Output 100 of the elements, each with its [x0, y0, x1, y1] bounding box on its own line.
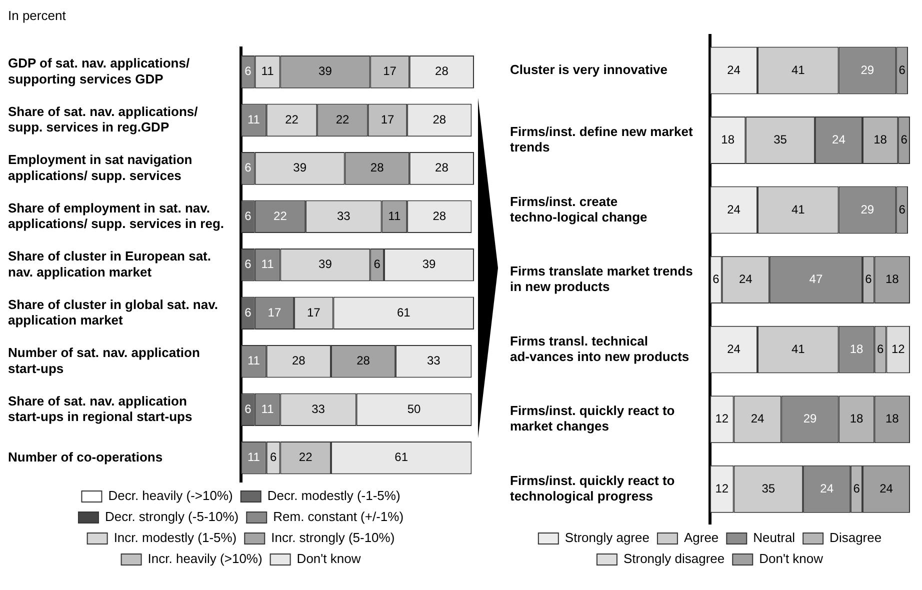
data-label: 22: [298, 450, 313, 464]
data-label: 6: [853, 481, 860, 496]
data-label: 24: [820, 481, 834, 496]
data-label: 41: [791, 62, 806, 77]
data-label: 12: [891, 342, 906, 356]
data-label: 6: [865, 272, 872, 286]
data-label: 6: [900, 132, 908, 147]
data-label: 12: [715, 481, 729, 496]
data-label: 12: [715, 412, 729, 426]
data-label: 6: [898, 202, 906, 216]
data-label: 18: [850, 412, 864, 426]
y-tick-label: Number of sat. nav. application start-ups: [8, 345, 200, 376]
legend-label: Agree: [684, 530, 719, 546]
data-label: 33: [426, 354, 441, 368]
legend-label: Rem. constant (+/-1%): [273, 509, 404, 524]
data-label: 6: [712, 272, 720, 286]
data-label: 39: [293, 160, 307, 175]
data-label: 17: [383, 64, 397, 78]
data-label: 24: [832, 132, 846, 147]
data-label: 6: [244, 305, 252, 320]
y-tick-label: Cluster is very innovative: [510, 62, 668, 78]
data-label: 41: [791, 202, 806, 216]
data-label: 28: [292, 354, 306, 368]
y-tick-label: Firms transl. technical ad-vances into new products: [510, 333, 690, 364]
data-label: 17: [268, 305, 282, 320]
data-label: 35: [762, 481, 776, 496]
data-label: 6: [374, 257, 381, 272]
data-label: 29: [803, 412, 817, 426]
data-label: 39: [318, 257, 332, 272]
y-tick-label: Firms/inst. create techno-logical change: [510, 194, 648, 224]
data-label: 22: [274, 208, 288, 223]
data-label: 61: [396, 305, 411, 320]
y-tick-label: Number of co-operations: [8, 449, 163, 464]
data-label: 39: [318, 64, 332, 78]
data-label: 24: [727, 202, 741, 216]
data-label: 28: [432, 112, 446, 126]
data-label: 18: [721, 132, 735, 147]
legend-label: Incr. strongly (5-10%): [271, 530, 395, 546]
data-label: 22: [336, 112, 350, 126]
data-label: 11: [261, 257, 274, 272]
y-tick-label: Firms/inst. quickly react to market changes: [510, 403, 675, 434]
data-label: 11: [388, 208, 401, 223]
data-label: 18: [886, 412, 900, 426]
data-label: 6: [244, 257, 252, 272]
data-label: 24: [750, 412, 765, 426]
y-tick-label: Employment in sat navigation applications/ supp. services: [8, 152, 192, 183]
data-label: 17: [306, 305, 321, 320]
data-label: 24: [727, 342, 741, 356]
legend-label: Decr. strongly (-5-10%): [104, 509, 239, 524]
legend-label: Don't know: [296, 551, 362, 566]
data-label: 41: [791, 342, 806, 356]
data-label: 6: [876, 342, 884, 356]
data-label: 11: [261, 64, 274, 78]
data-label: 18: [850, 342, 864, 356]
data-label: 24: [738, 272, 753, 286]
data-label: 18: [886, 272, 900, 286]
data-label: 29: [860, 62, 874, 77]
data-label: 28: [435, 160, 449, 175]
data-label: 39: [422, 257, 436, 272]
y-tick-label: GDP of sat. nav. applications/ supporting services GDP: [8, 56, 190, 86]
text: In percent: [8, 8, 67, 25]
data-label: 33: [336, 208, 351, 223]
y-tick-label: Share of employment in sat. nav. applications/ supp. services in reg.: [8, 200, 224, 232]
legend-label: Decr. heavily (->10%): [108, 488, 233, 504]
data-label: 22: [285, 112, 299, 126]
data-label: 11: [247, 112, 260, 126]
y-tick-label: Share of sat. nav. applications/ supp. services in reg.GDP: [8, 104, 198, 135]
legend-label: Neutral: [753, 530, 796, 546]
data-label: 28: [432, 208, 446, 223]
data-label: 6: [898, 62, 906, 77]
data-label: 50: [407, 402, 422, 416]
data-label: 11: [261, 402, 274, 416]
y-tick-label: Share of cluster in global sat. nav. application market: [8, 296, 218, 328]
legend-label: Incr. modestly (1-5%): [114, 530, 237, 546]
data-label: 35: [774, 132, 788, 147]
y-tick-label: Firms/inst. quickly react to technological progress: [510, 472, 675, 504]
data-label: 6: [244, 160, 252, 175]
legend-label: Incr. heavily (>10%): [148, 551, 262, 566]
legend-label: Don't know: [759, 551, 824, 566]
data-label: 24: [727, 62, 741, 77]
data-label: 6: [244, 64, 252, 78]
legend-label: Strongly agree: [564, 530, 650, 546]
y-tick-label: Firms translate market trends in new products: [510, 264, 693, 294]
data-label: 17: [380, 112, 394, 126]
y-tick-label: Firms/inst. define new market trends: [510, 124, 694, 155]
data-label: 47: [809, 272, 823, 286]
legend-label: Decr. modestly (-1-5%): [267, 488, 400, 504]
data-label: 6: [244, 208, 252, 223]
legend-label: Strongly disagree: [623, 551, 725, 566]
data-label: 11: [247, 354, 260, 368]
data-label: 28: [356, 354, 370, 368]
data-label: 28: [370, 160, 384, 175]
data-label: 61: [394, 450, 408, 464]
y-tick-label: Share of cluster in European sat. nav. application market: [8, 248, 211, 280]
data-label: 18: [874, 132, 888, 147]
data-label: 6: [270, 450, 277, 464]
data-label: 33: [312, 402, 326, 416]
data-label: 6: [244, 402, 252, 416]
legend-label: Disagree: [830, 530, 882, 546]
data-label: 29: [860, 202, 874, 216]
